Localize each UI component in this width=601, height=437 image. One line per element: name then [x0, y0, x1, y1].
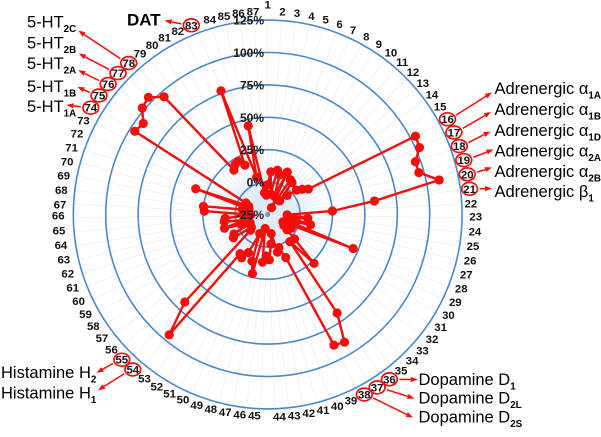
- svg-text:87: 87: [247, 7, 260, 19]
- svg-text:44: 44: [273, 411, 286, 423]
- svg-text:64: 64: [55, 240, 68, 252]
- svg-text:45: 45: [248, 410, 261, 422]
- svg-text:80: 80: [146, 40, 159, 52]
- svg-text:67: 67: [54, 200, 67, 212]
- svg-text:14: 14: [426, 89, 439, 101]
- svg-text:0%: 0%: [247, 176, 265, 190]
- svg-text:34: 34: [406, 356, 419, 368]
- svg-text:7: 7: [350, 25, 356, 37]
- svg-text:3: 3: [294, 8, 300, 20]
- svg-text:26: 26: [464, 255, 477, 267]
- svg-text:6: 6: [336, 19, 342, 31]
- svg-text:58: 58: [87, 321, 100, 333]
- svg-text:42: 42: [302, 408, 315, 420]
- svg-text:72: 72: [71, 129, 84, 141]
- svg-text:84: 84: [203, 14, 216, 26]
- svg-text:51: 51: [163, 389, 176, 401]
- svg-text:63: 63: [57, 254, 70, 266]
- svg-text:57: 57: [96, 333, 109, 345]
- svg-text:52: 52: [150, 381, 163, 393]
- svg-text:9: 9: [376, 39, 382, 51]
- svg-text:46: 46: [233, 409, 246, 421]
- svg-text:8: 8: [363, 32, 369, 44]
- svg-text:15: 15: [434, 102, 447, 114]
- svg-text:50%: 50%: [240, 111, 264, 125]
- svg-text:81: 81: [158, 33, 171, 45]
- svg-text:23: 23: [469, 212, 482, 224]
- svg-text:85: 85: [218, 11, 231, 23]
- svg-text:48: 48: [204, 404, 217, 416]
- svg-text:61: 61: [66, 282, 79, 294]
- svg-text:70: 70: [61, 156, 74, 168]
- svg-text:28: 28: [455, 283, 468, 295]
- svg-text:100%: 100%: [233, 46, 264, 60]
- svg-text:47: 47: [219, 407, 232, 419]
- svg-text:50: 50: [177, 395, 190, 407]
- svg-text:27: 27: [460, 270, 473, 282]
- svg-text:25%: 25%: [240, 143, 264, 157]
- svg-text:32: 32: [426, 334, 439, 346]
- svg-text:30: 30: [442, 310, 455, 322]
- svg-text:49: 49: [190, 400, 203, 412]
- svg-text:43: 43: [288, 410, 301, 422]
- svg-text:75%: 75%: [240, 78, 264, 92]
- svg-text:73: 73: [77, 115, 90, 127]
- svg-text:24: 24: [469, 226, 482, 238]
- svg-text:68: 68: [55, 185, 68, 197]
- svg-text:66: 66: [52, 211, 65, 223]
- svg-text:82: 82: [171, 26, 184, 38]
- svg-text:-25%: -25%: [236, 208, 264, 222]
- svg-text:1: 1: [265, 0, 272, 12]
- svg-text:13: 13: [416, 78, 429, 90]
- svg-text:71: 71: [65, 142, 78, 154]
- svg-text:69: 69: [57, 171, 70, 183]
- svg-text:41: 41: [317, 405, 330, 417]
- svg-text:25: 25: [467, 241, 480, 253]
- svg-text:65: 65: [53, 225, 66, 237]
- svg-text:62: 62: [61, 269, 74, 281]
- svg-text:2: 2: [279, 7, 285, 19]
- svg-text:4: 4: [308, 11, 315, 23]
- svg-text:53: 53: [138, 373, 151, 385]
- svg-text:22: 22: [465, 199, 478, 211]
- svg-text:40: 40: [331, 401, 344, 413]
- svg-text:59: 59: [79, 309, 92, 321]
- svg-text:60: 60: [72, 296, 85, 308]
- svg-text:86: 86: [232, 8, 245, 20]
- svg-text:29: 29: [449, 297, 462, 309]
- svg-text:DAT: DAT: [127, 11, 161, 30]
- svg-text:5: 5: [323, 14, 330, 26]
- svg-text:39: 39: [345, 396, 358, 408]
- svg-text:31: 31: [434, 322, 447, 334]
